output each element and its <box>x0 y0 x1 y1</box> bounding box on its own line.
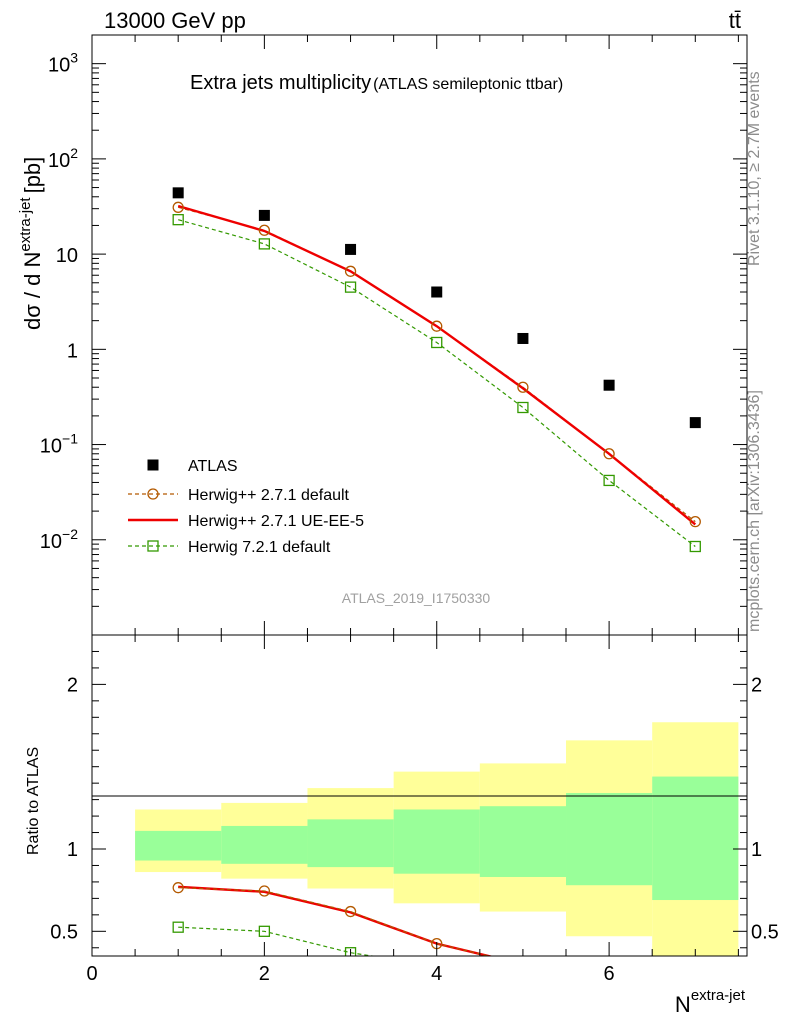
ratio-y-tick-label: 2 <box>67 674 78 696</box>
y-tick-label: 102 <box>48 145 78 172</box>
mcplots-reference-label: mcplots.cern.ch [arXiv:1306.3436] <box>746 390 763 632</box>
data-point <box>689 516 701 528</box>
ratio-panel: 0.5 0.5 1 1 2 2 0 2 4 6 Ratio to ATLAS Nextra-jet <box>25 634 779 1017</box>
data-point <box>172 882 184 894</box>
data-point <box>172 921 184 933</box>
data-point <box>603 448 615 460</box>
legend: ATLAS Herwig++ 2.7.1 default Herwig++ 2.7.… <box>128 458 364 556</box>
uncertainty-band-stat <box>221 825 308 864</box>
data-point <box>344 905 357 918</box>
data-point <box>344 947 357 956</box>
uncertainty-band-stat <box>566 793 653 886</box>
uncertainty-band-stat <box>393 809 480 874</box>
data-point <box>517 381 529 393</box>
ratio-series-line <box>178 926 377 956</box>
y-axis-label: dσ / d Nextra-jet[pb] <box>17 157 45 330</box>
data-point <box>258 885 271 897</box>
analysis-id-label: ATLAS_2019_I1750330 <box>342 590 491 606</box>
ratio-y-tick-label: 0.5 <box>751 921 779 943</box>
y-tick-label: 10 <box>56 245 78 267</box>
data-point <box>147 540 159 552</box>
data-point <box>258 238 271 250</box>
data-point <box>147 459 159 471</box>
ratio-y-tick-label: 0.5 <box>50 921 78 943</box>
data-point <box>517 401 529 414</box>
uncertainty-band-stat <box>652 776 739 901</box>
data-point <box>689 540 701 553</box>
y-tick-label: 10−1 <box>40 431 78 458</box>
y-tick-label: 10−2 <box>40 526 78 553</box>
chart-title: Extra jets multiplicity (ATLAS semilepton… <box>190 72 563 94</box>
legend-label: Herwig++ 2.7.1 UE-EE-5 <box>188 513 364 530</box>
data-point <box>258 224 271 236</box>
legend-label: Herwig++ 2.7.1 default <box>188 487 350 504</box>
series-line <box>178 206 696 523</box>
data-point <box>147 488 159 500</box>
data-point <box>344 265 357 277</box>
data-point <box>517 332 529 344</box>
y-tick-label: 103 <box>48 50 78 77</box>
data-point <box>258 925 271 937</box>
chart-subtitle: (ATLAS semileptonic ttbar) <box>373 76 563 93</box>
series-line <box>178 219 696 547</box>
y-tick-label: 1 <box>67 340 78 362</box>
x-tick-label: 6 <box>604 963 615 985</box>
data-point <box>172 214 184 226</box>
data-point <box>603 379 615 391</box>
energy-label: 13000 GeV pp <box>104 8 246 33</box>
x-axis-label: Nextra-jet <box>675 987 746 1017</box>
legend-label: Herwig 7.2.1 default <box>188 539 331 556</box>
ratio-y-tick-label: 1 <box>67 839 78 861</box>
x-tick-label: 2 <box>259 963 270 985</box>
data-point <box>431 286 443 298</box>
uncertainty-band-stat <box>307 819 394 868</box>
uncertainty-band-stat <box>135 830 222 861</box>
data-point <box>345 243 357 255</box>
data-point <box>258 209 270 221</box>
x-tick-label: 0 <box>86 963 97 985</box>
ratio-axis-label: Ratio to ATLAS <box>25 747 42 855</box>
rivet-version-label: Rivet 3.1.10, ≥ 2.7M events <box>746 71 763 266</box>
x-tick-label: 4 <box>431 963 442 985</box>
data-point <box>431 320 443 332</box>
ratio-panel-frame <box>91 634 748 957</box>
ratio-y-tick-label: 1 <box>751 839 762 861</box>
legend-label: ATLAS <box>188 458 238 475</box>
data-point <box>344 281 357 293</box>
process-label: tt̄ <box>729 8 741 33</box>
data-point <box>689 417 701 429</box>
data-point <box>172 187 184 199</box>
data-point <box>603 474 615 487</box>
series-line <box>177 204 697 526</box>
data-point <box>431 336 443 349</box>
data-point <box>172 201 184 213</box>
uncertainty-band-stat <box>479 806 567 877</box>
ratio-y-tick-label: 2 <box>751 674 762 696</box>
